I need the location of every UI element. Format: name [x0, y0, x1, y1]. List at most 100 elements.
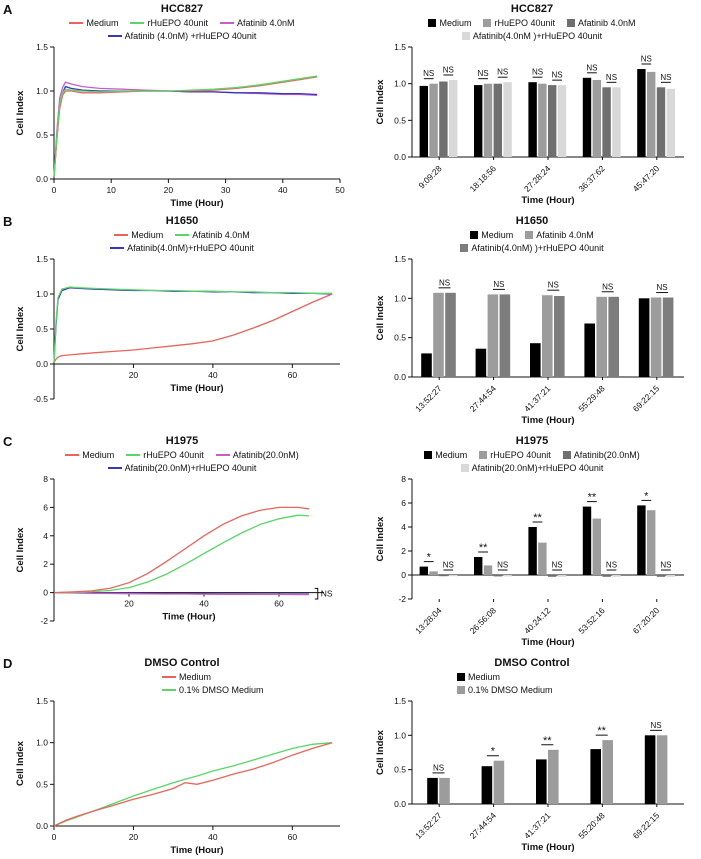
h1975-bar-chart: H1975 Medium rHuEPO 40unit Afatinib(20.0nM)… [372, 434, 692, 654]
legend-marker [457, 685, 465, 694]
y-tick-label: 0.5 [394, 765, 406, 775]
y-tick-label: 0.5 [36, 324, 48, 334]
legend-label: Afatinib(20.0nM) [232, 449, 299, 460]
legend-item: Medium [162, 672, 211, 682]
legend-item: Medium [457, 672, 500, 682]
legend-marker [457, 672, 465, 681]
bar [542, 295, 553, 377]
line-plot: -2 0 2 4 6 8 Cell Index 20 40 60 Time (Hour) NS [15, 474, 333, 626]
bar [429, 83, 438, 157]
chart-legend: Medium 0.1% DMSO Medium [12, 670, 352, 696]
x-tick-label: 20 [164, 185, 174, 195]
chart-legend: Medium rHuEPO 40unit Afatinib(20.0nM) Afati… [12, 448, 352, 474]
bar [445, 292, 456, 377]
legend-item: Afatinib 4.0nM [220, 18, 295, 28]
bar [439, 777, 450, 804]
y-tick-label: 6 [401, 498, 406, 508]
sig-label: NS [433, 763, 444, 772]
legend-item: Afatinib (4.0nM) +rHuEPO 40unit [107, 30, 257, 41]
bar [612, 575, 621, 577]
x-tick-label: 13:52:27 [413, 810, 444, 841]
legend-item: Afatinib(20.0nM) [562, 450, 640, 460]
chart-title: H1650 [165, 215, 199, 227]
panel-label-a: A [3, 2, 13, 17]
legend-label: Afatinib(4.0nM )+rHuEPO 40unit [472, 30, 603, 41]
x-tick-label: 20 [129, 370, 139, 380]
y-tick-label: 0.0 [36, 174, 48, 184]
x-axis-title: Time (Hour) [162, 612, 215, 623]
panel-label-b: B [3, 214, 13, 229]
bar [528, 82, 537, 157]
bar [656, 575, 666, 577]
x-tick-label: 69:22:15 [631, 383, 662, 414]
legend-row: Medium rHuEPO 40unit Afatinib 4.0nM [372, 16, 692, 29]
chart-title: HCC827 [510, 3, 554, 15]
legend-marker [424, 450, 433, 459]
bar [427, 777, 438, 804]
y-tick-label: -2 [398, 594, 406, 604]
chart-title: H1975 [515, 435, 549, 447]
chart-title: DMSO Control [144, 657, 220, 669]
sig-label: NS [478, 69, 489, 78]
legend-label: Medium [435, 449, 468, 460]
x-axis-title: Time (Hour) [521, 842, 574, 853]
chart-title: HCC827 [160, 3, 204, 15]
bar [666, 88, 675, 157]
legend-row: Medium [12, 670, 352, 683]
sig-label: ** [533, 512, 542, 524]
x-tick-label: 69:22:15 [631, 810, 662, 841]
y-tick-label: 6 [43, 502, 48, 512]
legend-item: Medium [428, 18, 471, 28]
bar [666, 575, 675, 577]
y-tick-label: 8 [401, 474, 406, 484]
legend-marker [130, 21, 145, 24]
legend-label: Afatinib (4.0nM) +rHuEPO 40unit [124, 30, 257, 41]
sig-label: NS [602, 282, 613, 291]
bar [538, 542, 547, 575]
legend-marker [110, 246, 125, 249]
x-tick-label: 0 [52, 832, 57, 842]
bar [493, 575, 502, 577]
bar [596, 296, 607, 377]
y-axis-title: Cell Index [375, 516, 386, 562]
legend-item: rHuEPO 40unit [130, 18, 208, 28]
series-line [53, 85, 318, 178]
bar [481, 766, 493, 804]
y-tick-label: 1.0 [36, 86, 48, 96]
sig-label: NS [439, 278, 450, 287]
bar-plot: 0.0 0.5 1.0 1.5 Cell Index 13:52:27 27:44:54 41… [375, 696, 684, 853]
bar-plot: 0.0 0.5 1.0 1.5 Cell Index 13:52:27 27:44:54 41… [375, 254, 684, 426]
bar [548, 85, 557, 157]
bar [474, 85, 483, 157]
sig-label: NS [657, 283, 668, 292]
sig-label: * [491, 746, 496, 758]
sig-label: NS [443, 561, 454, 570]
legend-label: Medium [468, 671, 501, 682]
line-plot: 0.0 0.5 1.0 1.5 Cell Index 0 20 40 60 Time (Hour) [15, 696, 340, 856]
y-tick-label: 1.0 [36, 289, 48, 299]
hcc827-bar-chart: HCC827 Medium rHuEPO 40unit Afatinib 4.0nM A… [372, 2, 692, 212]
legend-marker [69, 21, 84, 24]
legend-marker [220, 21, 234, 24]
y-tick-label: -0.5 [33, 394, 48, 404]
x-axis-title: Time (Hour) [170, 845, 223, 856]
y-tick-label: 0.0 [36, 359, 48, 369]
sig-label: NS [606, 73, 617, 82]
legend-marker [567, 18, 575, 27]
y-tick-label: 0.0 [394, 799, 406, 809]
y-tick-label: 0 [43, 588, 48, 598]
legend-item: Medium [114, 230, 163, 240]
x-tick-label: 45:47:20 [631, 163, 662, 194]
x-tick-label: 67:20:20 [631, 605, 662, 636]
sig-label: NS [641, 55, 652, 64]
sig-label: NS [548, 281, 559, 290]
x-tick-label: 18:18:56 [468, 163, 499, 194]
bar [421, 353, 432, 377]
legend-row: Afatinib(4.0nM) )+rHuEPO 40unit [372, 241, 692, 254]
bar [493, 83, 502, 157]
legend-item: Afatinib 4.0nM [175, 230, 250, 240]
legend-item: Afatinib(4.0nM) )+rHuEPO 40unit [460, 243, 604, 253]
bar [449, 575, 458, 577]
y-tick-label: 0.0 [36, 821, 48, 831]
chart-legend: Medium Afatinib 4.0nM Afatinib(4.0nM) )+rH… [372, 228, 692, 254]
